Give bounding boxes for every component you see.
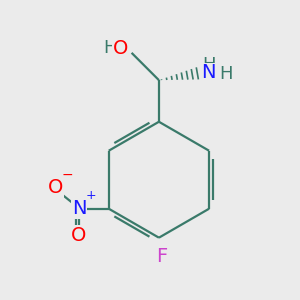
- Text: N: N: [72, 199, 86, 218]
- Text: H: H: [219, 65, 233, 83]
- Text: O: O: [113, 39, 129, 58]
- Text: N: N: [202, 63, 216, 82]
- Text: H: H: [103, 39, 117, 57]
- Text: O: O: [47, 178, 63, 197]
- Text: +: +: [85, 189, 96, 202]
- Text: F: F: [156, 247, 167, 266]
- Text: H: H: [202, 56, 216, 74]
- Text: −: −: [62, 167, 74, 182]
- Text: O: O: [71, 226, 87, 245]
